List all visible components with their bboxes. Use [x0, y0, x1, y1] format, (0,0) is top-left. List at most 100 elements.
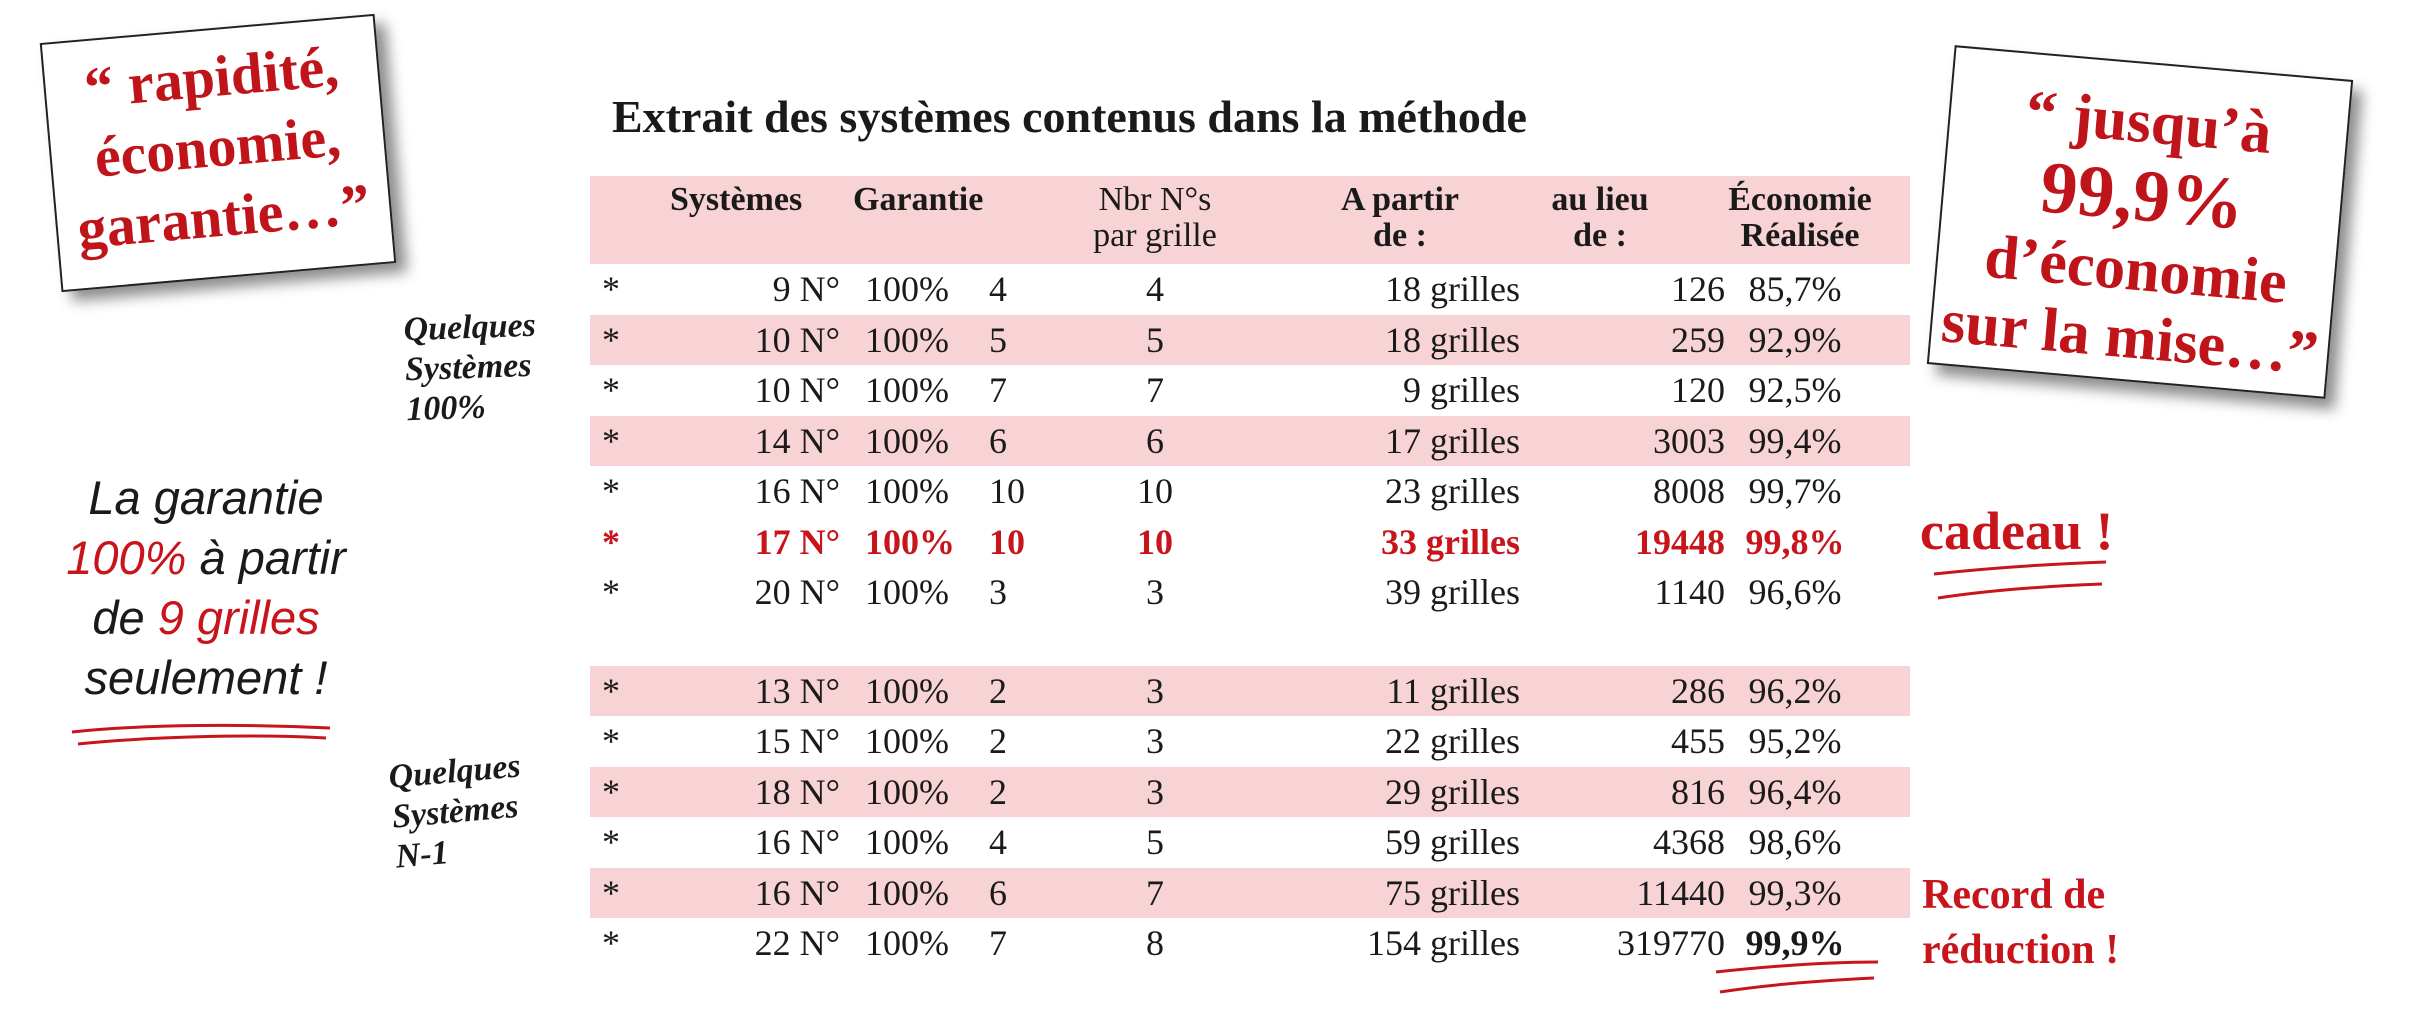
row-marker: *	[602, 670, 620, 711]
header-line: de :	[1573, 217, 1627, 254]
cell-systeme: 16 N°	[754, 471, 840, 511]
row-marker: *	[602, 721, 620, 761]
side-label-n1: Quelques Systèmes N-1	[387, 746, 529, 877]
side-label-line: Quelques	[402, 306, 537, 349]
cell-economie: 99,3%	[1748, 872, 1842, 913]
promo-highlight: 100%	[66, 531, 187, 584]
promo-text: de	[92, 591, 158, 644]
table-row: * 22 N° 100% 7 8 154 grilles 319770 99,9%	[590, 918, 1910, 969]
cell-garantie-n: 3	[989, 572, 1007, 612]
cell-garantie: 100% 7	[865, 365, 1025, 415]
header-aulieu: au lieu de :	[1490, 182, 1710, 254]
page-title: Extrait des systèmes contenus dans la mé…	[612, 91, 1527, 142]
cell-economie: 99,8%	[1745, 521, 1845, 562]
promo-text: à partir	[186, 531, 346, 584]
promo-guarantee: La garantie 100% à partir de 9 grilles s…	[36, 468, 376, 708]
cell-systeme: 10 N°	[754, 370, 840, 410]
cell-economie: 85,7%	[1748, 269, 1842, 309]
promo-line: La garantie	[88, 471, 324, 524]
cell-economie: 92,5%	[1748, 370, 1842, 410]
cell-apartir: 154 grilles	[1367, 923, 1520, 963]
table-row: * 15 N° 100% 2 3 22 grilles 455 95,2%	[590, 716, 1910, 767]
cell-economie: 96,4%	[1748, 771, 1842, 812]
table-header: Systèmes Garantie Nbr N°s par grille A p…	[590, 176, 1910, 264]
row-marker: *	[602, 822, 620, 862]
cell-apartir: 75 grilles	[1385, 872, 1520, 913]
cell-garantie-pct: 100%	[865, 269, 949, 309]
cell-garantie-n: 4	[989, 269, 1007, 309]
cell-aulieu: 319770	[1617, 923, 1725, 963]
cell-nbr: 8	[1146, 923, 1164, 963]
cell-garantie-pct: 100%	[865, 521, 955, 562]
cell-apartir: 18 grilles	[1385, 269, 1520, 309]
cell-garantie-n: 2	[989, 670, 1007, 711]
side-label-line: 100%	[405, 388, 487, 429]
cell-systeme: 17 N°	[754, 521, 840, 562]
cell-garantie-pct: 100%	[865, 572, 949, 612]
header-line: Nbr N°s	[1098, 181, 1212, 218]
cell-systeme: 16 N°	[754, 872, 840, 913]
cell-economie: 95,2%	[1748, 721, 1842, 761]
cell-nbr: 3	[1146, 771, 1164, 812]
table-row: * 18 N° 100% 2 3 29 grilles 816 96,4%	[590, 766, 1910, 817]
cell-systeme: 9 N°	[772, 269, 840, 309]
cell-economie: 98,6%	[1748, 822, 1842, 862]
cell-aulieu: 126	[1671, 269, 1725, 309]
gift-note: cadeau !	[1920, 501, 2114, 561]
cell-aulieu: 259	[1671, 319, 1725, 360]
row-marker: *	[602, 572, 620, 612]
header-line: de :	[1373, 217, 1427, 254]
cell-garantie-n: 5	[989, 319, 1007, 360]
cell-garantie-n: 10	[989, 521, 1025, 562]
cell-nbr: 3	[1146, 572, 1164, 612]
cell-garantie-n: 7	[989, 923, 1007, 963]
cell-apartir: 29 grilles	[1385, 771, 1520, 812]
cell-garantie: 100% 2	[865, 666, 1025, 716]
systems-table: Systèmes Garantie Nbr N°s par grille A p…	[590, 176, 1910, 969]
header-line: Économie	[1728, 181, 1872, 218]
record-line: Record de	[1922, 872, 2106, 918]
cell-garantie: 100% 6	[865, 868, 1025, 918]
header-line: par grille	[1093, 217, 1217, 254]
table-row: * 16 N° 100% 4 5 59 grilles 4368 98,6%	[590, 817, 1910, 868]
cell-nbr: 3	[1146, 721, 1164, 761]
cell-garantie-n: 4	[989, 822, 1007, 862]
cell-garantie: 100% 5	[865, 315, 1025, 365]
cell-aulieu: 816	[1671, 771, 1725, 812]
cell-systeme: 14 N°	[754, 420, 840, 461]
cell-apartir: 11 grilles	[1386, 670, 1520, 711]
cell-economie: 99,4%	[1748, 420, 1842, 461]
cell-aulieu: 8008	[1653, 471, 1725, 511]
cell-apartir: 17 grilles	[1385, 420, 1520, 461]
row-marker: *	[602, 269, 620, 309]
cell-garantie-pct: 100%	[865, 420, 949, 461]
promo-line: 100% à partir	[36, 528, 376, 588]
cell-nbr: 3	[1146, 670, 1164, 711]
cell-systeme: 10 N°	[754, 319, 840, 360]
cell-systeme: 20 N°	[754, 572, 840, 612]
cell-apartir: 22 grilles	[1385, 721, 1520, 761]
cell-systeme: 15 N°	[754, 721, 840, 761]
cell-nbr: 7	[1146, 872, 1164, 913]
underline-scribble	[71, 723, 331, 746]
row-marker: *	[602, 370, 620, 410]
cell-garantie-n: 2	[989, 771, 1007, 812]
quote-card-left: “ rapidité, économie, garantie…”	[39, 13, 397, 293]
cell-garantie: 100% 6	[865, 416, 1025, 466]
record-line: réduction !	[1922, 927, 2120, 973]
cell-apartir: 9 grilles	[1403, 370, 1520, 410]
cell-economie: 96,2%	[1748, 670, 1842, 711]
cell-aulieu: 4368	[1653, 822, 1725, 862]
cell-aulieu: 1140	[1654, 572, 1725, 612]
cell-garantie-n: 6	[989, 872, 1007, 913]
promo-highlight: 9 grilles	[157, 591, 320, 644]
table-row: * 20 N° 100% 3 3 39 grilles 1140 96,6%	[590, 567, 1910, 618]
cell-garantie: 100% 2	[865, 716, 1025, 766]
promo-line: seulement !	[84, 651, 328, 704]
cell-economie: 99,9%	[1745, 923, 1845, 963]
cell-garantie-n: 7	[989, 370, 1007, 410]
record-note: Record de réduction !	[1922, 868, 2119, 978]
header-garantie: Garantie	[853, 181, 984, 218]
header-economie: Économie Réalisée	[1690, 182, 1910, 254]
cell-systeme: 16 N°	[754, 822, 840, 862]
